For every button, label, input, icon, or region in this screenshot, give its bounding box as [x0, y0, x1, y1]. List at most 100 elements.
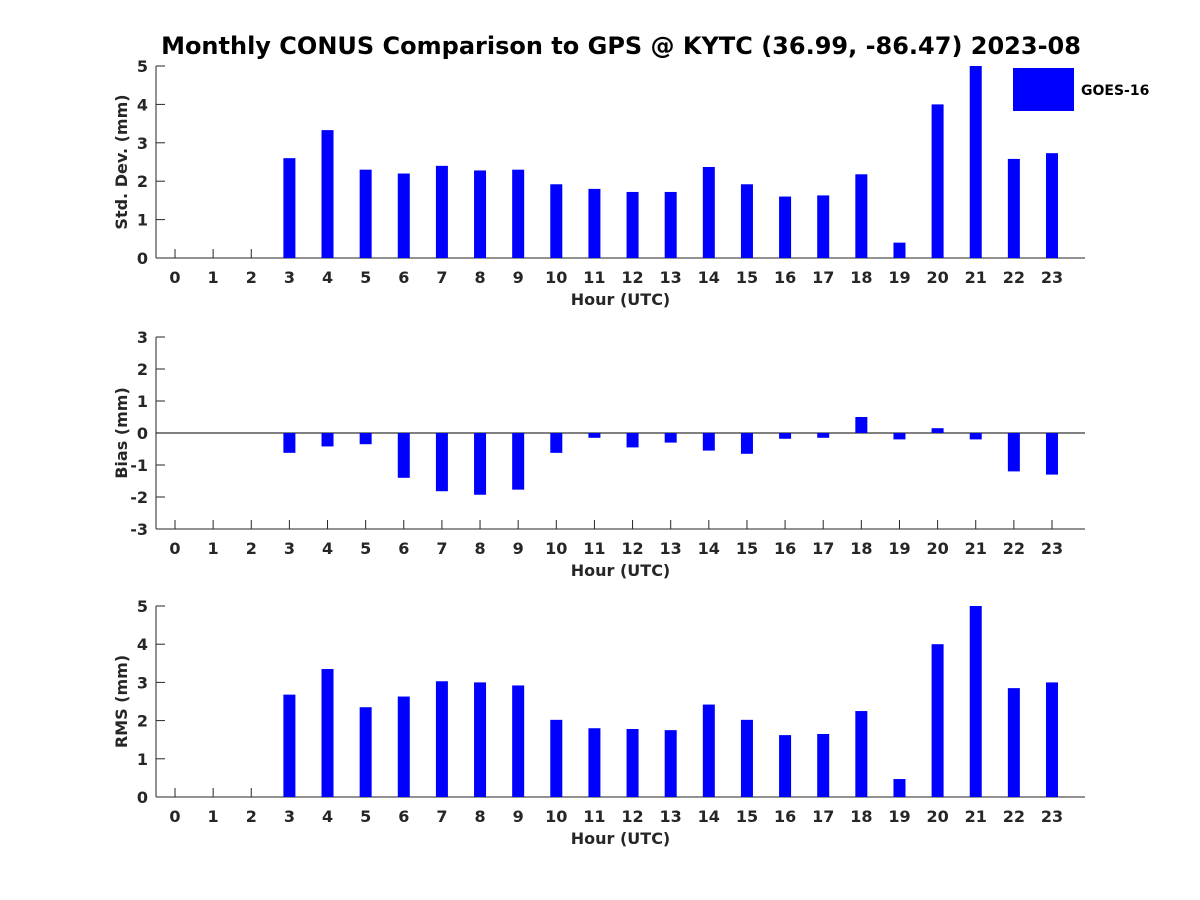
- x-tick-label: 21: [965, 807, 987, 826]
- y-tick-label: 0: [137, 788, 148, 807]
- bar-bias-hour-13: [664, 433, 677, 443]
- y-tick-label: 4: [137, 635, 148, 654]
- legend-swatch-goes-16: [1013, 68, 1074, 111]
- x-axis-label: Hour (UTC): [571, 561, 671, 580]
- bar-rms-hour-8: [474, 682, 487, 797]
- bar-std-dev-hour-20: [931, 104, 944, 259]
- bar-bias-hour-3: [283, 433, 296, 453]
- bar-bias-hour-21: [969, 433, 982, 440]
- bar-bias-hour-10: [550, 433, 563, 453]
- bar-std-dev-hour-9: [512, 169, 525, 258]
- x-tick-label: 17: [812, 539, 834, 558]
- x-tick-label: 3: [284, 539, 295, 558]
- bar-bias-hour-6: [397, 433, 410, 478]
- y-axis-label: Bias (mm): [112, 387, 131, 479]
- x-tick-label: 23: [1041, 539, 1063, 558]
- x-tick-label: 17: [812, 807, 834, 826]
- bar-rms-hour-20: [931, 644, 944, 797]
- x-tick-label: 23: [1041, 807, 1063, 826]
- x-tick-label: 6: [398, 268, 409, 287]
- x-tick-label: 14: [698, 268, 720, 287]
- bar-rms-hour-14: [702, 704, 715, 797]
- x-tick-label: 6: [398, 539, 409, 558]
- y-tick-label: 5: [137, 597, 148, 616]
- x-tick-label: 12: [621, 807, 643, 826]
- y-tick-label: 2: [137, 712, 148, 731]
- bar-rms-hour-17: [817, 733, 830, 797]
- x-tick-label: 10: [545, 539, 567, 558]
- x-tick-label: 13: [660, 807, 682, 826]
- x-tick-label: 8: [474, 807, 485, 826]
- x-tick-label: 21: [965, 268, 987, 287]
- x-tick-label: 4: [322, 268, 333, 287]
- x-tick-label: 22: [1003, 807, 1025, 826]
- bar-bias-hour-11: [588, 433, 601, 438]
- bar-bias-hour-8: [474, 433, 487, 495]
- bar-rms-hour-12: [626, 729, 639, 797]
- bar-std-dev-hour-11: [588, 188, 601, 258]
- x-tick-label: 15: [736, 268, 758, 287]
- bar-std-dev-hour-6: [397, 173, 410, 258]
- bar-bias-hour-7: [435, 433, 448, 492]
- x-tick-label: 15: [736, 807, 758, 826]
- bar-rms-hour-9: [512, 685, 525, 797]
- y-tick-label: 5: [137, 57, 148, 76]
- x-tick-label: 8: [474, 268, 485, 287]
- x-tick-label: 17: [812, 268, 834, 287]
- bar-bias-hour-4: [321, 433, 334, 447]
- y-tick-label: 3: [137, 673, 148, 692]
- bar-bias-hour-19: [893, 433, 906, 440]
- bar-bias-hour-17: [817, 433, 830, 438]
- x-tick-label: 21: [965, 539, 987, 558]
- x-tick-label: 19: [888, 539, 910, 558]
- x-tick-label: 12: [621, 539, 643, 558]
- x-tick-label: 9: [513, 807, 524, 826]
- bar-rms-hour-7: [435, 681, 448, 797]
- x-tick-label: 9: [513, 539, 524, 558]
- y-tick-label: 2: [137, 172, 148, 191]
- bar-std-dev-hour-4: [321, 130, 334, 258]
- y-tick-label: -2: [130, 488, 148, 507]
- x-tick-label: 16: [774, 539, 796, 558]
- y-tick-label: -3: [130, 520, 148, 539]
- bar-rms-hour-18: [855, 711, 868, 797]
- x-tick-label: 8: [474, 539, 485, 558]
- x-tick-label: 2: [246, 539, 257, 558]
- legend-label-goes-16: GOES-16: [1081, 83, 1149, 99]
- x-tick-label: 18: [850, 807, 872, 826]
- x-tick-label: 14: [698, 807, 720, 826]
- bar-std-dev-hour-8: [474, 170, 487, 258]
- bar-std-dev-hour-7: [435, 165, 448, 258]
- bar-bias-hour-18: [855, 417, 868, 433]
- x-tick-label: 22: [1003, 539, 1025, 558]
- bar-std-dev-hour-15: [740, 184, 753, 258]
- bar-rms-hour-11: [588, 728, 601, 797]
- y-axis-label: RMS (mm): [112, 655, 131, 748]
- bar-rms-hour-21: [969, 606, 982, 797]
- x-axis-label: Hour (UTC): [571, 290, 671, 309]
- x-tick-label: 4: [322, 807, 333, 826]
- x-tick-label: 12: [621, 268, 643, 287]
- legend: GOES-16: [1011, 66, 1149, 112]
- x-tick-label: 23: [1041, 268, 1063, 287]
- x-tick-label: 11: [583, 268, 605, 287]
- y-tick-label: 1: [137, 392, 148, 411]
- x-tick-label: 4: [322, 539, 333, 558]
- x-tick-label: 7: [436, 268, 447, 287]
- x-tick-label: 16: [774, 268, 796, 287]
- x-tick-label: 15: [736, 539, 758, 558]
- y-tick-label: -1: [130, 456, 148, 475]
- x-tick-label: 13: [660, 539, 682, 558]
- x-tick-label: 6: [398, 807, 409, 826]
- bar-std-dev-hour-13: [664, 191, 677, 258]
- bar-rms-hour-3: [283, 694, 296, 797]
- x-tick-label: 1: [208, 268, 219, 287]
- y-tick-label: 3: [137, 134, 148, 153]
- x-tick-label: 20: [926, 268, 948, 287]
- bar-rms-hour-19: [893, 779, 906, 797]
- x-tick-label: 5: [360, 539, 371, 558]
